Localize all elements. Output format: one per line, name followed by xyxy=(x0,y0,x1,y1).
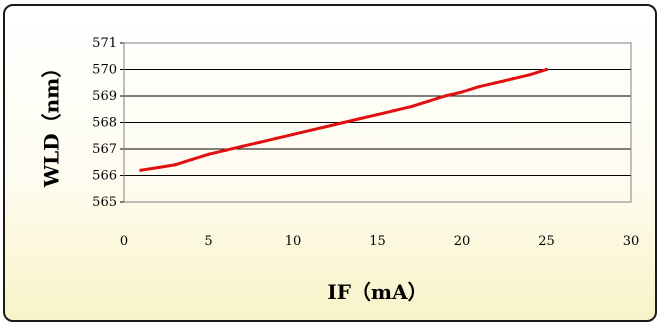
x-axis-title: IF（mA） xyxy=(327,280,427,304)
data-point xyxy=(223,148,227,152)
data-point xyxy=(240,144,244,148)
x-tick-label: 25 xyxy=(538,234,555,249)
data-point xyxy=(426,99,430,103)
x-tick-label: 0 xyxy=(120,234,128,249)
data-point xyxy=(156,165,160,170)
line-chart: 565 566 567 568 569 570 571 0 5 10 15 20 25 30 IF（mA… xyxy=(40,36,640,304)
data-point xyxy=(173,163,177,167)
x-tick-label: 30 xyxy=(623,234,640,249)
data-point xyxy=(139,168,143,172)
data-point xyxy=(206,152,211,156)
plot-area xyxy=(123,42,632,203)
data-point xyxy=(342,120,346,125)
data-point xyxy=(494,81,498,85)
data-point xyxy=(308,128,312,133)
y-tick-label: 571 xyxy=(92,36,117,51)
series-layer xyxy=(139,67,549,172)
y-tick-label: 565 xyxy=(92,195,117,210)
y-tick-labels: 565 566 567 568 569 570 571 xyxy=(92,36,117,210)
y-tick-label: 569 xyxy=(92,89,117,104)
data-point xyxy=(190,158,194,162)
x-tick-label: 15 xyxy=(369,234,386,249)
data-point xyxy=(528,73,532,77)
data-point xyxy=(544,67,549,72)
data-point xyxy=(291,132,295,137)
x-tick-label: 10 xyxy=(285,234,302,249)
data-point xyxy=(477,85,481,89)
series-line xyxy=(139,68,548,172)
data-point xyxy=(325,124,329,129)
grid-layer xyxy=(120,42,631,203)
x-tick-label: 5 xyxy=(204,234,212,249)
y-tick-label: 570 xyxy=(92,63,117,78)
data-point xyxy=(409,105,413,109)
y-tick-label: 567 xyxy=(92,142,117,157)
data-point xyxy=(274,136,278,140)
x-tick-labels: 0 5 10 15 20 25 30 xyxy=(120,234,639,249)
data-point xyxy=(375,112,380,117)
data-point xyxy=(460,90,464,94)
y-tick-label: 566 xyxy=(92,169,117,184)
y-tick-label: 568 xyxy=(92,116,117,131)
data-point xyxy=(443,94,447,98)
chart-frame: 565 566 567 568 569 570 571 0 5 10 15 20 25 30 IF（mA… xyxy=(3,4,657,322)
data-point xyxy=(511,77,515,81)
data-point xyxy=(257,140,261,144)
data-point xyxy=(359,116,363,121)
x-tick-label: 20 xyxy=(454,234,471,249)
data-point xyxy=(392,108,396,113)
y-axis-title: WLD（nm） xyxy=(40,58,64,189)
